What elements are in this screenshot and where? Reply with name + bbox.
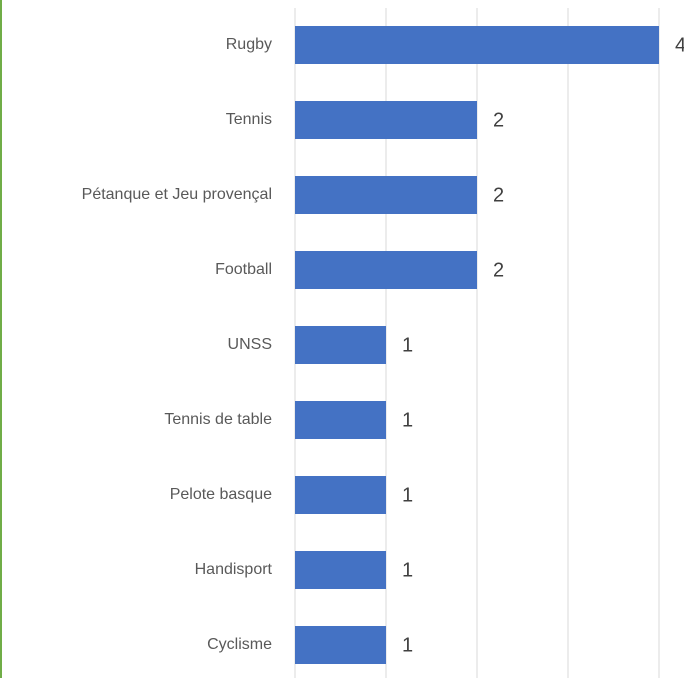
y-tick-label: Handisport: [195, 561, 273, 578]
y-tick-label: Cyclisme: [207, 636, 272, 653]
value-label: 2: [493, 109, 504, 131]
bar: [295, 401, 386, 439]
y-tick-label: Pelote basque: [170, 486, 272, 503]
bar: [295, 26, 659, 64]
bar: [295, 326, 386, 364]
y-tick-label: UNSS: [228, 336, 272, 353]
value-label: 1: [402, 484, 413, 506]
value-label: 2: [493, 184, 504, 206]
value-label: 1: [402, 334, 413, 356]
bar: [295, 551, 386, 589]
y-tick-label: Tennis: [226, 111, 272, 128]
y-tick-label: Rugby: [226, 36, 272, 53]
value-label: 1: [402, 409, 413, 431]
value-label: 1: [402, 559, 413, 581]
bar: [295, 626, 386, 664]
bar: [295, 476, 386, 514]
bar: [295, 251, 477, 289]
value-label: 2: [493, 259, 504, 281]
y-tick-label: Tennis de table: [164, 411, 272, 428]
bar: [295, 176, 477, 214]
value-label: 4: [675, 34, 684, 56]
bar: [295, 101, 477, 139]
y-tick-label: Football: [215, 261, 272, 278]
y-tick-label: Pétanque et Jeu provençal: [82, 186, 272, 203]
value-label: 1: [402, 634, 413, 656]
